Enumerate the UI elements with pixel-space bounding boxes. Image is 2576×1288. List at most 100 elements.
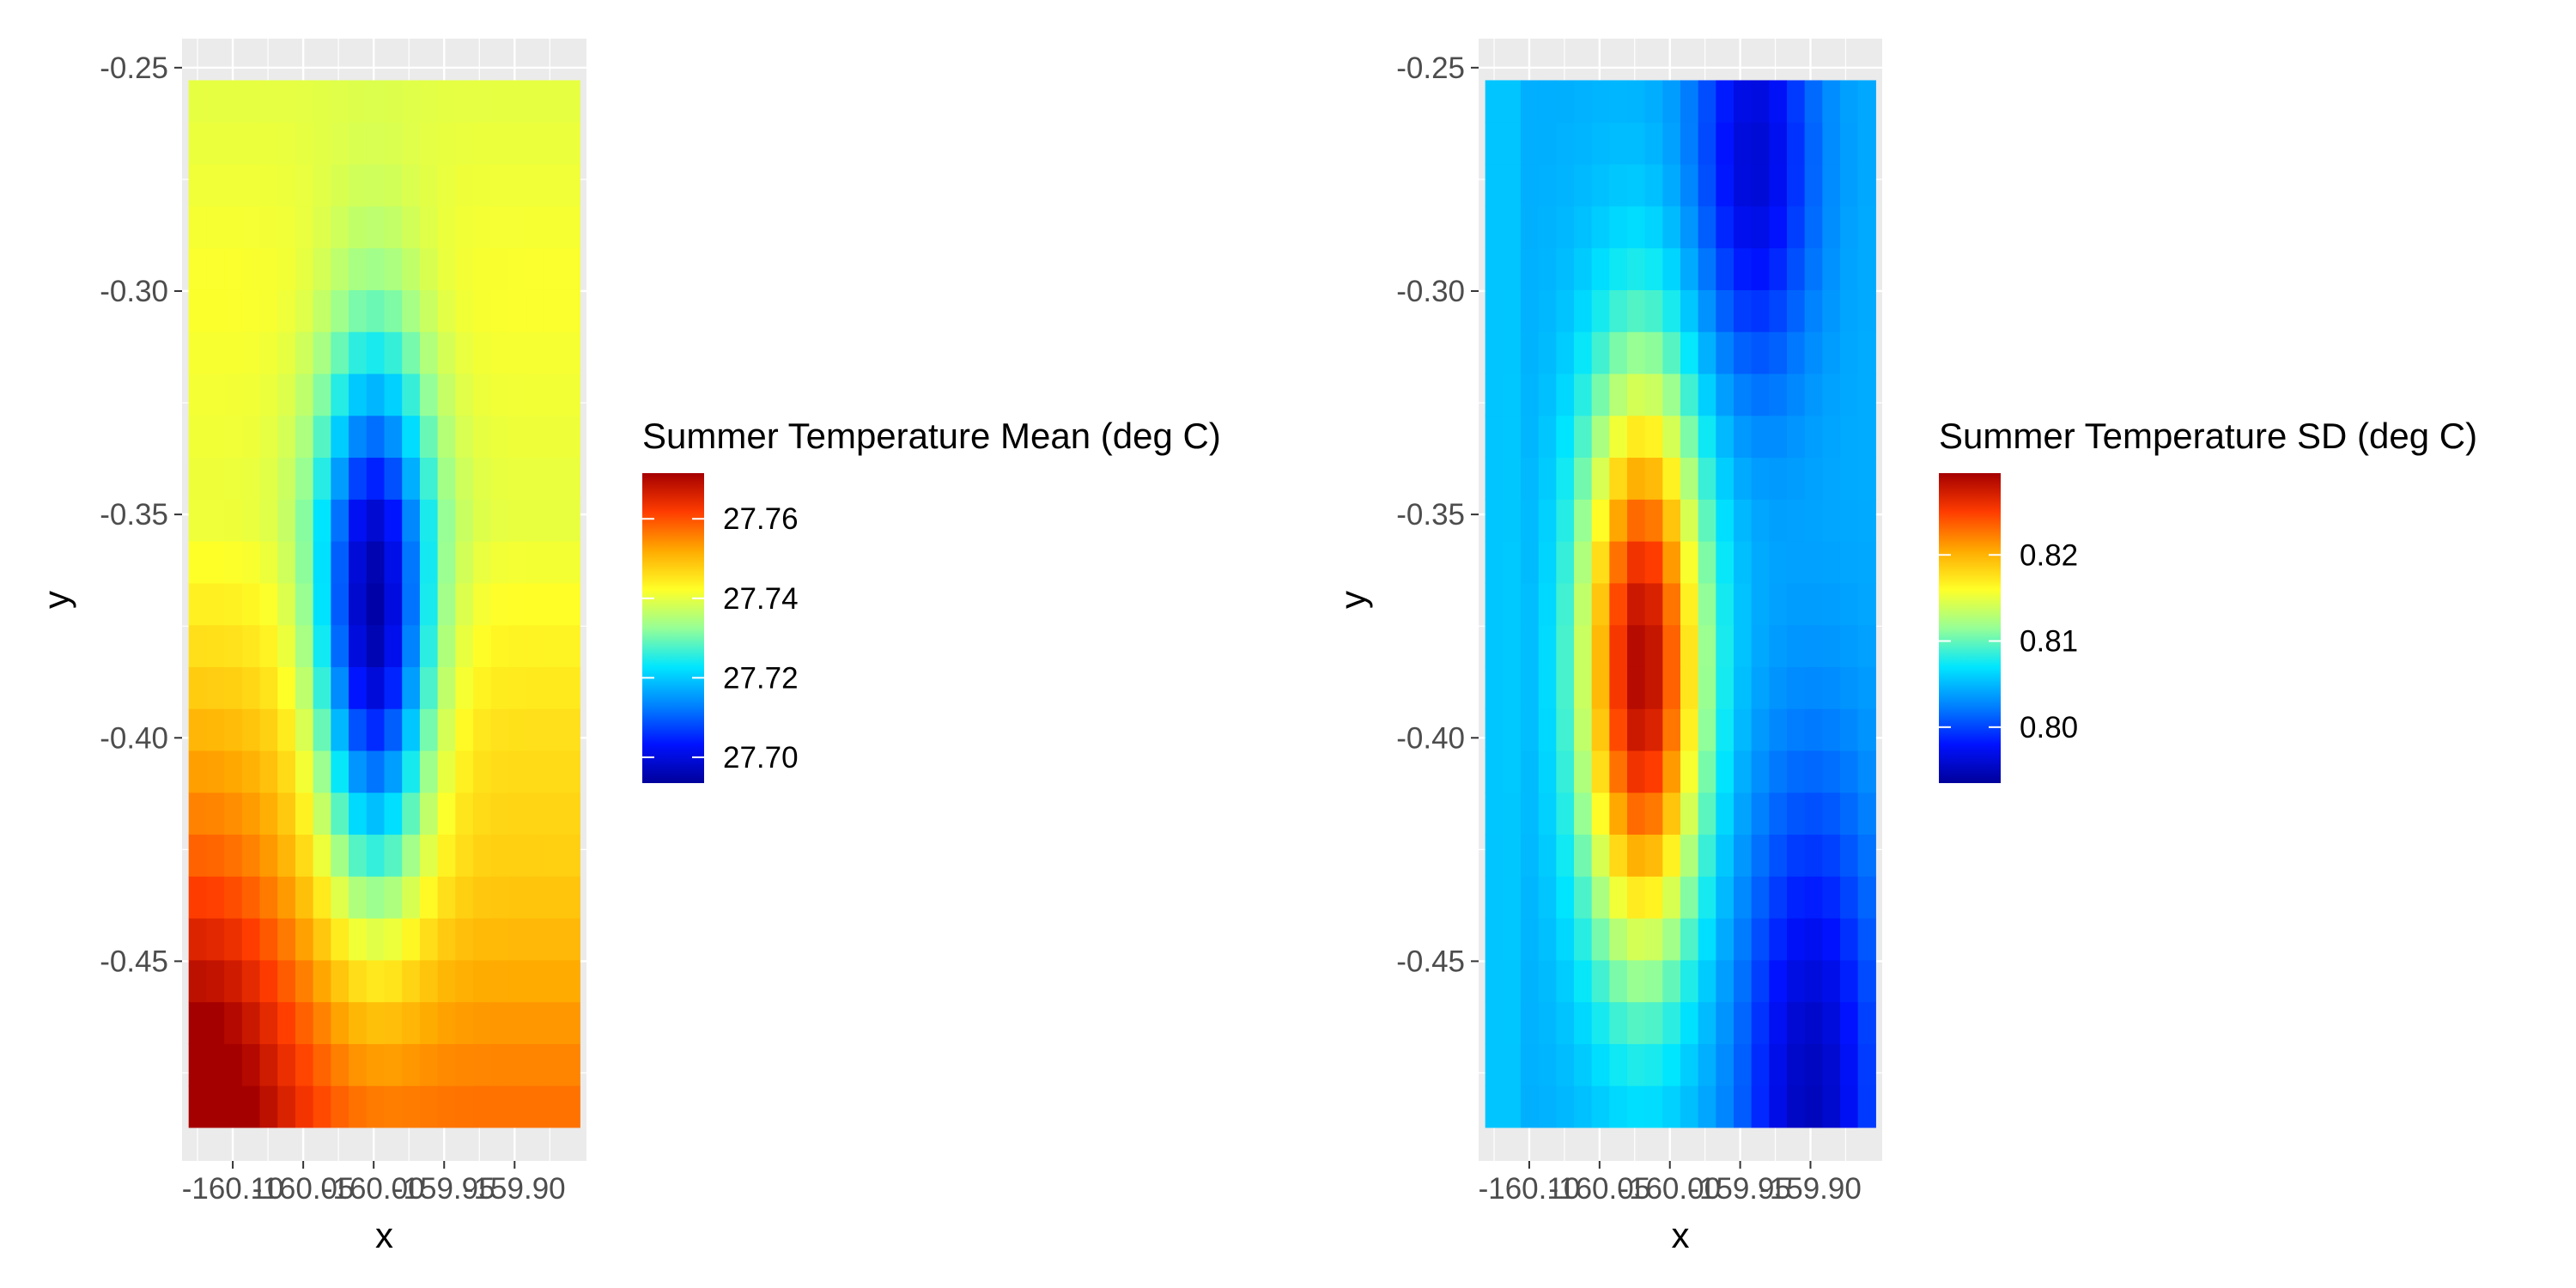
y-axis-ticks: -0.25 -0.30 -0.35 -0.40 -0.45: [1396, 52, 1479, 978]
heatmap-cell: [508, 624, 527, 667]
heatmap-cell: [526, 1085, 545, 1128]
heatmap-cell: [295, 750, 314, 793]
y-tick-label: -0.40: [1396, 721, 1465, 755]
heatmap-cell: [1538, 666, 1557, 709]
heatmap-cell: [473, 122, 492, 165]
heatmap-cell: [1591, 582, 1610, 626]
heatmap-cell: [224, 247, 243, 290]
heatmap-cell: [1751, 1043, 1770, 1086]
heatmap-cell: [1716, 750, 1735, 793]
heatmap-cell: [366, 834, 386, 877]
heatmap-cell: [1538, 415, 1557, 459]
heatmap-cell: [562, 918, 580, 961]
heatmap-cell: [526, 582, 545, 626]
heatmap-cell: [402, 582, 421, 626]
heatmap-cell: [544, 289, 563, 332]
heatmap-cell: [206, 624, 225, 667]
heatmap-cell: [1503, 247, 1522, 290]
heatmap-cell: [473, 373, 492, 416]
heatmap-cell: [1627, 876, 1646, 919]
heatmap-cell: [1503, 1001, 1522, 1044]
heatmap-cell: [562, 624, 580, 667]
heatmap-cell: [331, 792, 349, 835]
heatmap-cell: [1503, 792, 1522, 835]
heatmap-cell: [188, 834, 208, 877]
heatmap-cell: [1503, 834, 1522, 877]
heatmap-cell: [419, 708, 439, 751]
heatmap-cell: [1574, 415, 1593, 459]
heatmap-cell: [384, 582, 403, 626]
heatmap-cell: [224, 80, 243, 123]
heatmap-cell: [1591, 205, 1610, 249]
heatmap-cell: [1734, 1001, 1753, 1044]
heatmap-cell: [1521, 582, 1540, 626]
heatmap-cell: [206, 331, 225, 374]
heatmap-cell: [349, 750, 368, 793]
heatmap-cell: [313, 164, 331, 207]
heatmap-cell: [241, 959, 261, 1003]
heatmap-cell: [1698, 80, 1716, 123]
heatmap-cell: [508, 834, 527, 877]
heatmap-cell: [526, 959, 545, 1003]
heatmap-cell: [1716, 666, 1735, 709]
heatmap-cell: [1591, 80, 1610, 123]
heatmap-cell: [295, 708, 314, 751]
heatmap-cell: [384, 541, 403, 584]
colorbar-ticks: 0.82 0.81 0.80: [1939, 538, 2078, 744]
heatmap-cell: [277, 122, 296, 165]
heatmap-cell: [1591, 373, 1610, 416]
heatmap-cell: [1751, 164, 1770, 207]
heatmap-cell: [1556, 499, 1575, 542]
heatmap-cell: [526, 792, 545, 835]
heatmap-cell: [437, 750, 456, 793]
heatmap-cell: [544, 205, 563, 249]
heatmap-cell: [1485, 205, 1504, 249]
heatmap-cell: [1857, 792, 1876, 835]
heatmap-cell: [544, 247, 563, 290]
heatmap-cell: [1644, 122, 1663, 165]
heatmap-cell: [1769, 666, 1788, 709]
heatmap-cell: [259, 582, 278, 626]
heatmap-cell: [1503, 289, 1522, 332]
heatmap-cell: [508, 876, 527, 919]
heatmap-cell: [1839, 289, 1859, 332]
heatmap-cell: [1769, 205, 1788, 249]
heatmap-cell: [402, 247, 421, 290]
heatmap-cell: [259, 205, 278, 249]
heatmap-cell: [224, 205, 243, 249]
heatmap-cell: [1521, 708, 1540, 751]
heatmap-cell: [1857, 582, 1876, 626]
heatmap-cell: [1822, 122, 1841, 165]
heatmap-cell: [1857, 122, 1876, 165]
heatmap-cell: [188, 1001, 208, 1044]
heatmap-cell: [1734, 792, 1753, 835]
x-tick-label: -160.00: [323, 1172, 425, 1206]
heatmap-cell: [419, 792, 439, 835]
heatmap-cell: [1662, 792, 1681, 835]
heatmap-cell: [1751, 918, 1770, 961]
heatmap-cell: [1716, 80, 1735, 123]
x-axis-ticks: -160.10-160.05-160.00-159.95-159.90: [182, 1161, 566, 1206]
heatmap-cell: [419, 582, 439, 626]
heatmap-cell: [1839, 624, 1859, 667]
heatmap-cell: [1644, 876, 1663, 919]
heatmap-cell: [1591, 164, 1610, 207]
heatmap-cell: [1734, 499, 1753, 542]
heatmap-cell: [419, 1085, 439, 1128]
heatmap-cell: [1662, 247, 1681, 290]
heatmap-cell: [544, 415, 563, 459]
heatmap-cell: [277, 624, 296, 667]
heatmap-cell: [490, 1085, 510, 1128]
heatmap-cell: [1804, 457, 1823, 500]
heatmap-cell: [1485, 834, 1504, 877]
heatmap-cell: [1857, 164, 1876, 207]
heatmap-cell: [384, 289, 403, 332]
heatmap-cell: [1839, 708, 1859, 751]
heatmap-cell: [1662, 164, 1681, 207]
heatmap-cell: [1627, 1085, 1646, 1128]
heatmap-cell: [508, 164, 527, 207]
heatmap-cell: [1786, 247, 1806, 290]
heatmap-cell: [313, 1043, 331, 1086]
heatmap-cell: [1857, 1001, 1876, 1044]
heatmap-cell: [1734, 373, 1753, 416]
